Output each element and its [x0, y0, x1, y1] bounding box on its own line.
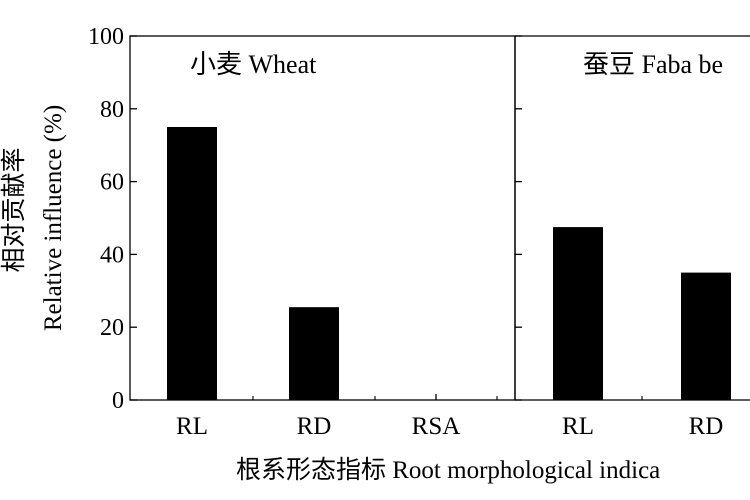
bar-rl: [167, 127, 217, 400]
y-axis-title-english: Relative influence (%): [40, 105, 67, 331]
panel-faba-bars: [553, 227, 731, 400]
panel-faba: RL RD 蚕豆 Faba be: [514, 35, 750, 440]
y-tick-label: 100: [88, 24, 124, 50]
panel-faba-x-ticks: RL RD: [562, 394, 723, 440]
panel-wheat: 0 20 40 60 80 100 RL RD RSA 小麦 Wheat: [88, 24, 516, 440]
x-tick-label-rd: RD: [297, 413, 332, 440]
x-tick-label-rl: RL: [176, 413, 208, 440]
y-tick-label: 0: [112, 388, 124, 414]
panel-wheat-title: 小麦 Wheat: [190, 50, 317, 79]
x-tick-label-rsa: RSA: [412, 413, 461, 440]
panel-wheat-x-ticks: RL RD RSA: [176, 394, 498, 440]
x-axis-title: 根系形态指标 Root morphological indica: [236, 456, 660, 484]
y-tick-label: 20: [100, 315, 124, 341]
y-tick-label: 40: [100, 242, 124, 268]
panel-faba-title: 蚕豆 Faba be: [583, 50, 723, 79]
x-tick-label-rd: RD: [689, 413, 724, 440]
panel-wheat-bars: [167, 127, 339, 400]
bar-rd: [289, 307, 339, 400]
x-tick-label-rl: RL: [562, 413, 594, 440]
panel-wheat-y-ticks: 0 20 40 60 80 100: [88, 24, 137, 414]
panel-faba-y-ticks: [515, 35, 522, 401]
bar-rl: [553, 227, 603, 400]
y-tick-label: 80: [100, 97, 124, 123]
y-axis-title-chinese: 相对贡献率: [0, 147, 28, 272]
y-tick-label: 60: [100, 170, 124, 196]
bar-rd: [681, 272, 731, 400]
